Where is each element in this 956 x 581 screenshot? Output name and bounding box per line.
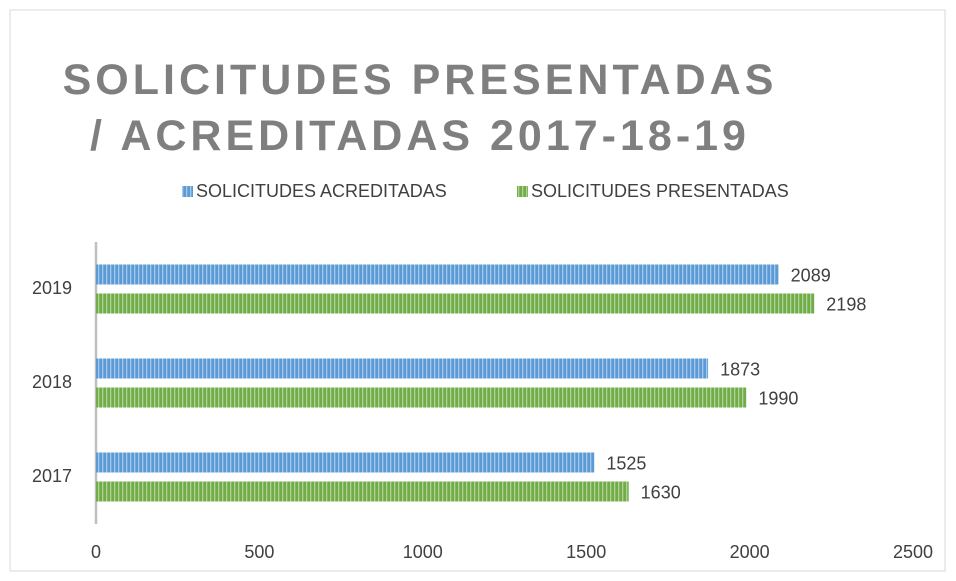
legend-swatch	[517, 186, 528, 197]
y-tick-label: 2017	[32, 466, 72, 486]
data-label: 2089	[791, 265, 831, 285]
data-label: 1990	[758, 388, 798, 408]
x-tick-label: 500	[244, 542, 274, 562]
x-tick-label: 0	[91, 542, 101, 562]
bar	[96, 387, 747, 408]
x-tick-label: 2000	[730, 542, 770, 562]
x-tick-label: 2500	[893, 542, 933, 562]
bar	[96, 481, 629, 502]
data-label: 1525	[606, 453, 646, 473]
chart-border	[9, 9, 946, 572]
data-label: 2198	[826, 294, 866, 314]
bar	[96, 358, 709, 379]
bar	[96, 264, 779, 285]
legend-label: SOLICITUDES PRESENTADAS	[531, 181, 789, 201]
data-label: 1630	[641, 482, 681, 502]
data-label: 1873	[720, 359, 760, 379]
legend-swatch	[182, 186, 193, 197]
y-tick-label: 2018	[32, 372, 72, 392]
chart-title: SOLICITUDES PRESENTADAS / ACREDITADAS 20…	[62, 56, 778, 160]
bar	[96, 452, 595, 473]
bar	[96, 293, 815, 314]
legend-label: SOLICITUDES ACREDITADAS	[196, 181, 447, 201]
x-tick-label: 1500	[566, 542, 606, 562]
x-tick-label: 1000	[403, 542, 443, 562]
y-tick-label: 2019	[32, 278, 72, 298]
